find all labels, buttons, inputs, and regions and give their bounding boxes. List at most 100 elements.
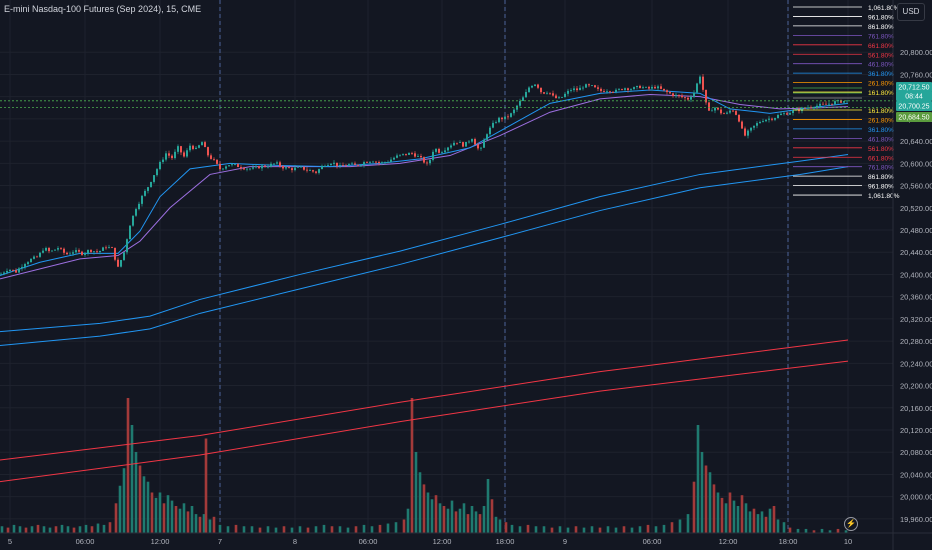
volume-bar bbox=[162, 503, 166, 533]
candle-body bbox=[777, 115, 779, 119]
volume-bar bbox=[692, 481, 696, 533]
volume-bar bbox=[582, 527, 586, 533]
volume-bar bbox=[250, 526, 254, 533]
candle-body bbox=[255, 166, 257, 168]
candle-body bbox=[267, 166, 269, 168]
candle-body bbox=[144, 190, 146, 196]
candle-body bbox=[501, 117, 503, 120]
candle-body bbox=[105, 247, 107, 249]
candle-body bbox=[318, 169, 320, 173]
y-tick-label: 19,960.00 bbox=[900, 515, 932, 524]
candle-body bbox=[171, 155, 173, 159]
lightning-icon[interactable]: ⚡ bbox=[844, 517, 858, 531]
volume-bar bbox=[24, 527, 28, 533]
volume-bar bbox=[504, 522, 508, 533]
candle-body bbox=[504, 116, 506, 120]
candle-body bbox=[15, 270, 17, 273]
candle-body bbox=[462, 142, 464, 147]
candle-body bbox=[687, 97, 689, 100]
volume-bar bbox=[330, 526, 334, 533]
candle-body bbox=[810, 107, 812, 109]
y-tick-label: 20,320.00 bbox=[900, 315, 932, 324]
candle-body bbox=[198, 145, 200, 148]
candle-body bbox=[75, 250, 77, 253]
candle-body bbox=[291, 168, 293, 171]
candle-body bbox=[444, 150, 446, 153]
candle-body bbox=[264, 165, 266, 167]
volume-bar bbox=[486, 479, 490, 533]
candle-body bbox=[168, 153, 170, 156]
volume-bar bbox=[724, 503, 728, 533]
candle-body bbox=[192, 145, 194, 149]
candle-body bbox=[474, 139, 476, 145]
volume-bar bbox=[96, 523, 100, 533]
candle-body bbox=[513, 109, 515, 114]
x-tick-label: 7 bbox=[218, 537, 222, 546]
candle-body bbox=[432, 151, 434, 160]
volume-bar bbox=[776, 519, 780, 533]
fib-level-label: 461.80% bbox=[868, 136, 894, 143]
fib-level-label: 1,061.80% bbox=[868, 193, 900, 200]
volume-bar bbox=[208, 519, 212, 533]
volume-bar bbox=[354, 526, 358, 533]
candle-body bbox=[435, 148, 437, 152]
volume-bar bbox=[174, 506, 178, 533]
candle-body bbox=[156, 169, 158, 176]
candle-body bbox=[588, 84, 590, 86]
time-axis: 5 06:00 12:00 7 8 06:00 12:00 18:00 9 06:00 12:00 1… bbox=[0, 532, 932, 546]
candle-body bbox=[408, 153, 410, 155]
candle-body bbox=[480, 147, 482, 149]
candle-body bbox=[324, 165, 326, 167]
candle-body bbox=[54, 249, 56, 251]
volume-bar bbox=[760, 511, 764, 533]
volume-bar bbox=[234, 524, 238, 533]
candle-body bbox=[249, 168, 251, 170]
candle-body bbox=[552, 93, 554, 96]
candle-body bbox=[90, 250, 92, 252]
price-label-text: 20,700.25 bbox=[898, 104, 929, 111]
candle-body bbox=[129, 225, 131, 240]
candle-body bbox=[663, 88, 665, 91]
candle-body bbox=[738, 114, 740, 122]
price-axis: 20,800.0020,760.0020,720.0020,680.0020,6… bbox=[892, 0, 932, 550]
candle-body bbox=[609, 91, 611, 93]
candle-body bbox=[372, 161, 374, 163]
volume-bar bbox=[282, 526, 286, 533]
candle-body bbox=[240, 167, 242, 169]
currency-button[interactable]: USD bbox=[897, 3, 925, 21]
candle-body bbox=[528, 87, 530, 93]
volume-bar bbox=[130, 425, 134, 533]
candle-body bbox=[297, 166, 299, 168]
volume-bar bbox=[186, 511, 190, 533]
volume-bar bbox=[820, 528, 824, 533]
candle-body bbox=[330, 163, 332, 165]
candle-body bbox=[294, 167, 296, 171]
volume-bar bbox=[346, 527, 350, 533]
candle-body bbox=[27, 262, 29, 265]
candle-body bbox=[369, 161, 371, 163]
volume-bar bbox=[482, 506, 486, 533]
candle-body bbox=[273, 163, 275, 165]
y-tick-label: 20,000.00 bbox=[900, 493, 932, 502]
candle-body bbox=[723, 113, 725, 115]
candle-body bbox=[519, 101, 521, 106]
volume-bar bbox=[54, 526, 58, 533]
candle-body bbox=[639, 85, 641, 89]
candle-body bbox=[492, 122, 494, 128]
candle-body bbox=[654, 86, 656, 89]
candle-body bbox=[327, 164, 329, 166]
volume-bar bbox=[796, 528, 800, 533]
fib-level-label: 761.80% bbox=[868, 33, 894, 40]
candle-body bbox=[732, 110, 734, 112]
y-tick-label: 20,440.00 bbox=[900, 248, 932, 257]
volume-bar bbox=[212, 516, 216, 533]
volume-bar bbox=[678, 519, 682, 533]
candle-body bbox=[702, 76, 704, 90]
candle-body bbox=[657, 86, 659, 89]
candle-body bbox=[411, 153, 413, 154]
x-tick-label: 18:00 bbox=[496, 537, 515, 546]
volume-bar bbox=[322, 524, 326, 533]
candle-body bbox=[417, 155, 419, 157]
volume-bar bbox=[218, 524, 222, 533]
